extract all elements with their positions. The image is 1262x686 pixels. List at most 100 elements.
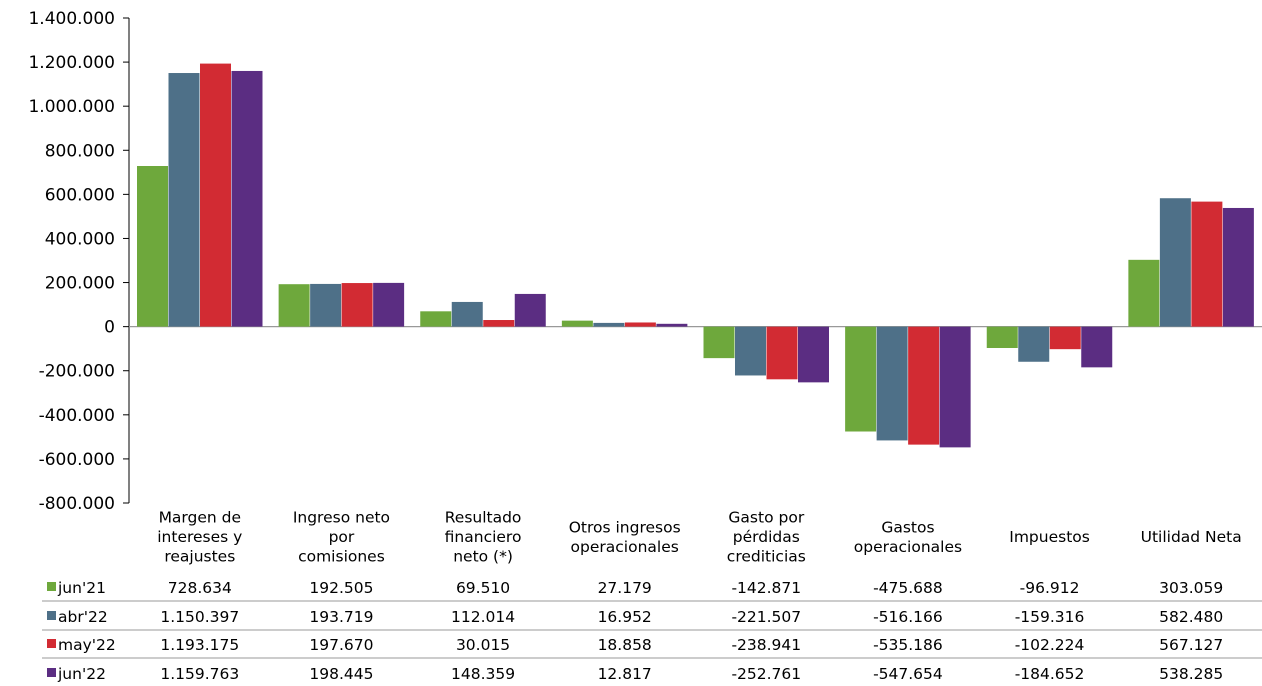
y-tick-label: 0: [104, 318, 115, 338]
y-tick-label: -400.000: [39, 406, 115, 426]
table-cell: 148.359: [451, 665, 515, 683]
table-cell: 1.150.397: [160, 608, 239, 626]
table-cell: 567.127: [1159, 636, 1223, 654]
y-tick-label: 1.200.000: [28, 53, 115, 73]
bar: [1191, 201, 1223, 327]
table-cell: 69.510: [456, 579, 510, 597]
bar: [168, 73, 200, 327]
table-cell: 582.480: [1159, 608, 1223, 626]
category-label: Resultado: [445, 509, 522, 527]
legend-label: abr'22: [58, 608, 108, 626]
table-cell: 1.159.763: [160, 665, 239, 683]
table-cell: 303.059: [1159, 579, 1223, 597]
table-cell: -238.941: [731, 636, 801, 654]
legend-label: may'22: [58, 636, 116, 654]
legend-swatch: [47, 668, 56, 677]
category-label: Margen de: [159, 509, 241, 527]
y-tick-label: 800.000: [45, 141, 115, 161]
table-cell: 198.445: [309, 665, 373, 683]
category-label: reajustes: [164, 548, 235, 566]
legend-swatch: [47, 639, 56, 648]
bar: [1222, 207, 1254, 327]
category-label: Ingreso neto: [293, 509, 390, 527]
bar: [1081, 326, 1113, 368]
bar: [1159, 198, 1191, 327]
bar: [624, 322, 656, 327]
data-table: jun'21 728.634 192.505 69.510 27.179 -142.871…: [42, 579, 1262, 683]
table-cell: 728.634: [168, 579, 232, 597]
table-cell: -475.688: [873, 579, 943, 597]
table-cell: -535.186: [873, 636, 943, 654]
y-tick-label: -200.000: [39, 362, 115, 382]
table-cell: 18.858: [598, 636, 652, 654]
bar: [231, 70, 263, 327]
y-tick-label: 1.000.000: [28, 97, 115, 117]
bar: [766, 326, 798, 380]
category-label: operacionales: [854, 538, 962, 556]
legend-label: jun'21: [57, 579, 106, 597]
category-label: operacionales: [571, 538, 679, 556]
category-label: neto (*): [453, 548, 513, 566]
category-label: Gasto por: [728, 509, 804, 527]
bar: [593, 322, 625, 327]
y-tick-label: 1.400.000: [28, 9, 115, 29]
category-label: Utilidad Neta: [1141, 528, 1242, 546]
table-cell: 12.817: [598, 665, 652, 683]
legend-swatch: [47, 611, 56, 620]
table-cell: 538.285: [1159, 665, 1223, 683]
table-cell: -252.761: [731, 665, 801, 683]
table-cell: 16.952: [598, 608, 652, 626]
bar: [561, 320, 593, 327]
bar: [1128, 259, 1160, 327]
bar: [373, 282, 405, 327]
bar: [451, 301, 483, 327]
bar: [341, 283, 373, 327]
category-label: comisiones: [298, 548, 385, 566]
table-cell: 1.193.175: [160, 636, 239, 654]
category-label: por: [329, 528, 355, 546]
table-cell: -96.912: [1020, 579, 1080, 597]
y-tick-label: -600.000: [39, 450, 115, 470]
bar: [986, 326, 1018, 349]
table-cell: 192.505: [309, 579, 373, 597]
bar: [876, 326, 908, 441]
table-cell: -159.316: [1015, 608, 1085, 626]
table-cell: -142.871: [731, 579, 801, 597]
table-cell: 112.014: [451, 608, 515, 626]
bar: [939, 326, 971, 448]
table-cell: -547.654: [873, 665, 943, 683]
table-cell: -221.507: [731, 608, 801, 626]
table-cell: 27.179: [598, 579, 652, 597]
bar: [735, 326, 766, 376]
category-label: intereses y: [157, 528, 242, 546]
bar: [656, 323, 688, 327]
table-cell: -102.224: [1015, 636, 1085, 654]
bars-group: [137, 63, 1254, 448]
table-cell: 197.670: [309, 636, 373, 654]
bar: [278, 284, 310, 327]
table-cell: 30.015: [456, 636, 510, 654]
table-cell: 193.719: [309, 608, 373, 626]
bar: [703, 326, 735, 359]
category-label: financiero: [445, 528, 522, 546]
category-label: Impuestos: [1009, 528, 1090, 546]
category-label: pérdidas: [733, 528, 800, 546]
category-label: Otros ingresos: [569, 518, 681, 536]
category-label: Gastos: [881, 518, 934, 536]
bar: [1049, 326, 1081, 350]
bar: [483, 320, 515, 327]
bar: [514, 293, 546, 327]
legend-swatch: [47, 582, 56, 591]
bar: [1018, 326, 1050, 362]
table-cell: -516.166: [873, 608, 943, 626]
y-tick-label: -800.000: [39, 494, 115, 514]
bar: [310, 283, 342, 327]
bar: [200, 63, 231, 327]
bar: [798, 326, 829, 383]
y-tick-label: 200.000: [45, 274, 115, 294]
category-label: crediticias: [727, 548, 806, 566]
bar: [420, 311, 452, 327]
table-cell: -184.652: [1015, 665, 1085, 683]
